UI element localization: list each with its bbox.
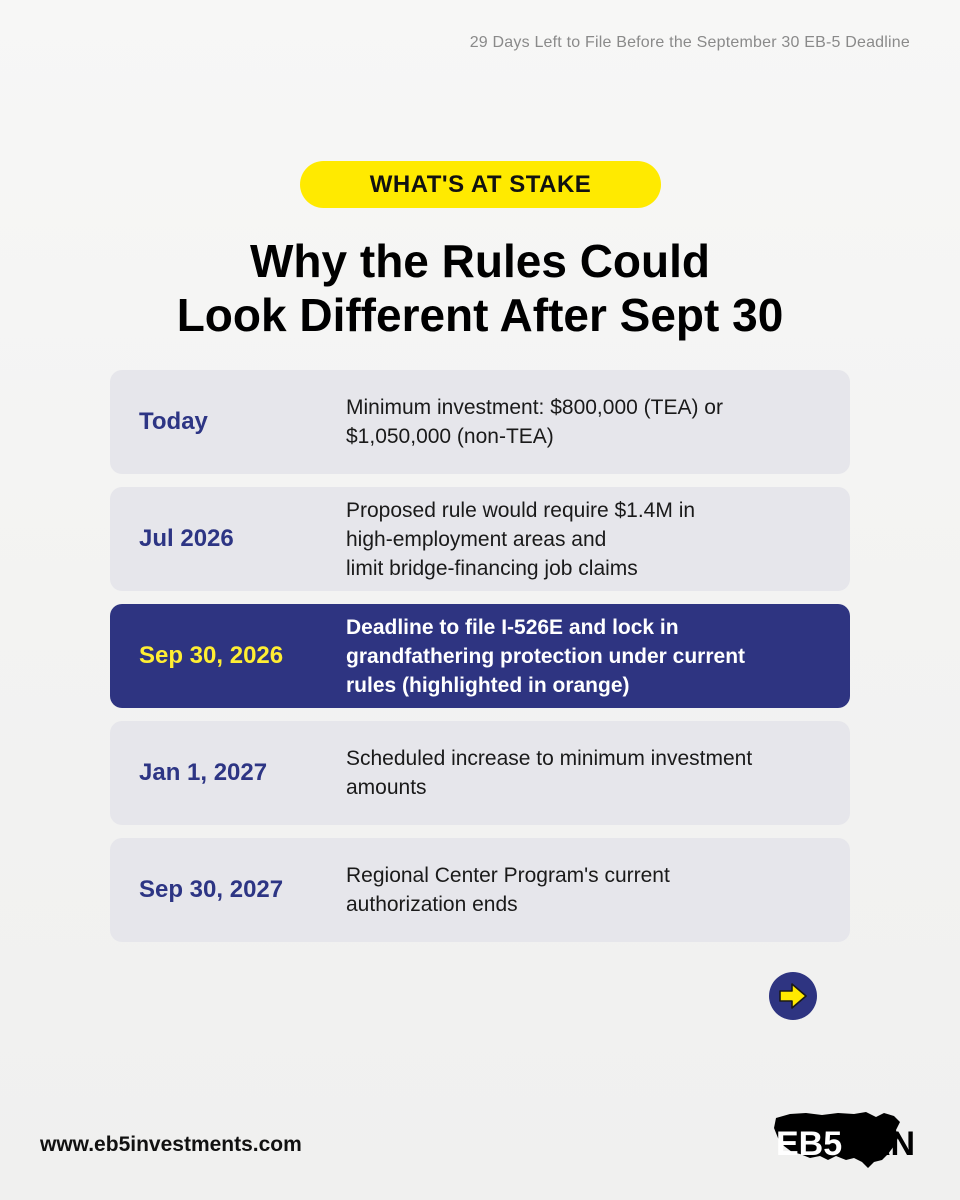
headline: Why the Rules Could Look Different After…: [0, 234, 960, 342]
timeline-description: Deadline to file I-526E and lock in gran…: [346, 604, 820, 708]
timeline-date: Today: [139, 408, 208, 435]
timeline-row-sep-30-2027: Sep 30, 2027 Regional Center Program's c…: [110, 838, 850, 942]
timeline-description: Proposed rule would require $1.4M in hig…: [346, 487, 820, 591]
arrow-right-icon: [779, 983, 807, 1009]
timeline-description-line: Minimum investment: $800,000 (TEA) or: [346, 396, 723, 419]
timeline-date: Jul 2026: [139, 525, 234, 552]
timeline-date: Sep 30, 2027: [139, 876, 284, 903]
svg-text:AN: AN: [866, 1125, 915, 1163]
headline-line-1: Why the Rules Could: [250, 235, 710, 287]
timeline-description-line: limit bridge-financing job claims: [346, 556, 638, 580]
timeline-description: Minimum investment: $800,000 (TEA) or $1…: [346, 370, 820, 474]
eb5an-logo: EB5 AN: [774, 1112, 915, 1168]
timeline-description-line: authorization ends: [346, 893, 518, 916]
timeline-description: Scheduled increase to minimum investment…: [346, 721, 820, 825]
timeline-description-line: Scheduled increase to minimum investment: [346, 747, 753, 770]
svg-text:EB5: EB5: [776, 1125, 842, 1163]
timeline-row-sep-30-2026-highlighted: Sep 30, 2026 Deadline to file I-526E and…: [110, 604, 850, 708]
timeline-date: Jan 1, 2027: [139, 759, 268, 786]
timeline-description-line: Regional Center Program's current: [346, 864, 670, 887]
timeline-row-jul-2026: Jul 2026 Proposed rule would require $1.…: [110, 487, 850, 591]
timeline-description-line: rules (highlighted in orange): [346, 673, 630, 697]
next-slide-button[interactable]: [769, 972, 817, 1020]
section-badge: WHAT'S AT STAKE: [300, 161, 661, 208]
timeline-description-line: $1,050,000 (non-TEA): [346, 425, 554, 448]
timeline-description-line: high-employment areas and: [346, 527, 607, 551]
headline-line-2: Look Different After Sept 30: [176, 289, 784, 341]
timeline-row-today: Today Minimum investment: $800,000 (TEA)…: [110, 370, 850, 474]
top-note: 29 Days Left to File Before the Septembe…: [469, 34, 910, 51]
timeline-description-line: Proposed rule would require $1.4M in: [346, 498, 696, 522]
timeline-date: Sep 30, 2026: [139, 642, 284, 669]
timeline-description: Regional Center Program's current author…: [346, 838, 820, 942]
timeline-description-line: amounts: [346, 776, 427, 799]
timeline-description-line: grandfathering protection under current: [346, 644, 746, 668]
website-url: www.eb5investments.com: [40, 1133, 302, 1156]
timeline-row-jan-1-2027: Jan 1, 2027 Scheduled increase to minimu…: [110, 721, 850, 825]
timeline-description-line: Deadline to file I-526E and lock in: [346, 615, 679, 639]
